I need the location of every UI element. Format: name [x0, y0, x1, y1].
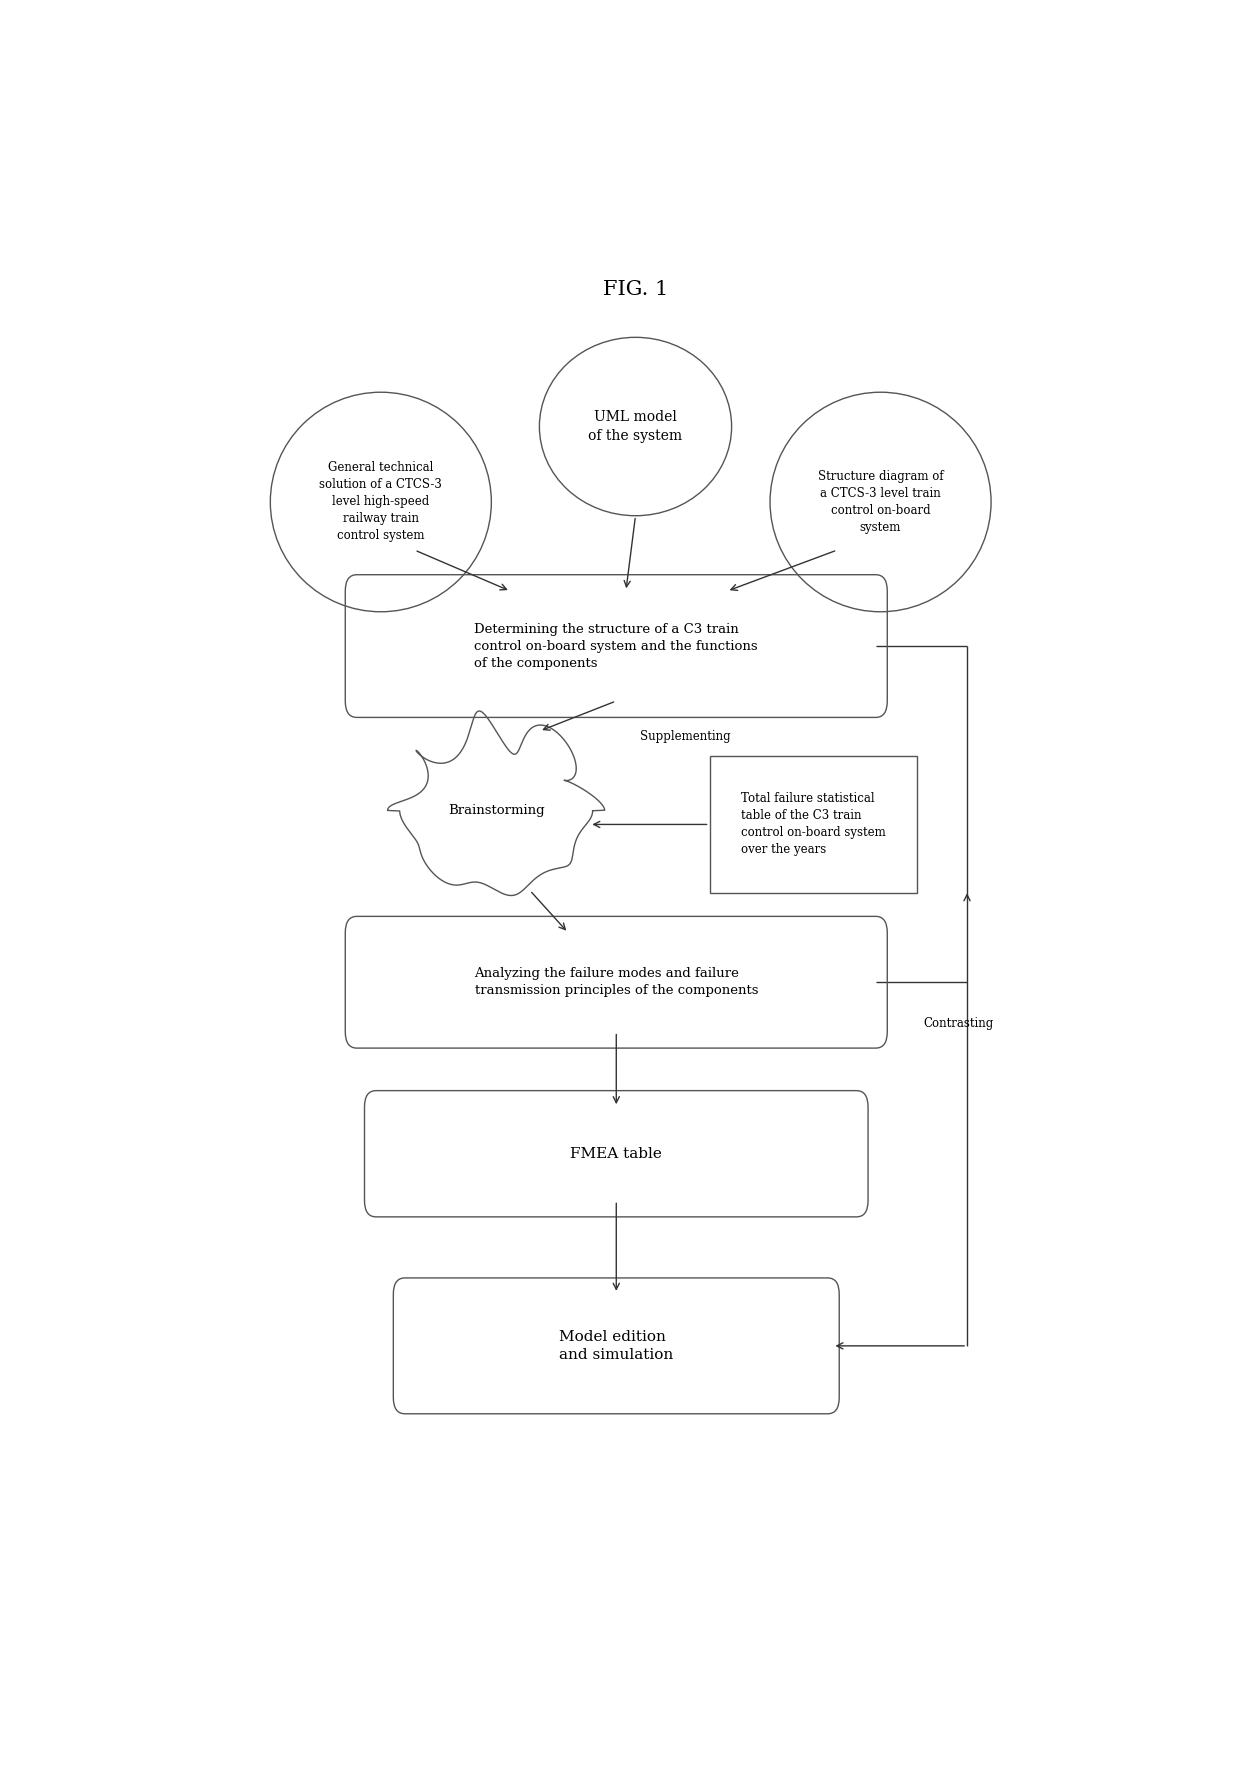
Text: Supplementing: Supplementing	[640, 731, 730, 743]
Text: Structure diagram of
a CTCS-3 level train
control on-board
system: Structure diagram of a CTCS-3 level trai…	[817, 470, 944, 535]
Text: FMEA table: FMEA table	[570, 1148, 662, 1160]
Text: Brainstorming: Brainstorming	[448, 804, 544, 818]
Bar	[711, 756, 916, 893]
Text: Determining the structure of a C3 train
control on-board system and the function: Determining the structure of a C3 train …	[475, 622, 758, 670]
Text: Contrasting: Contrasting	[924, 1018, 994, 1030]
Text: Analyzing the failure modes and failure
transmission principles of the component: Analyzing the failure modes and failure …	[475, 968, 758, 998]
Text: FIG. 1: FIG. 1	[603, 280, 668, 299]
Text: General technical
solution of a CTCS-3
level high-speed
railway train
control sy: General technical solution of a CTCS-3 l…	[320, 462, 443, 542]
Text: Model edition
and simulation: Model edition and simulation	[559, 1329, 673, 1361]
Text: Total failure statistical
table of the C3 train
control on-board system
over the: Total failure statistical table of the C…	[742, 793, 885, 857]
Text: UML model
of the system: UML model of the system	[589, 410, 682, 442]
